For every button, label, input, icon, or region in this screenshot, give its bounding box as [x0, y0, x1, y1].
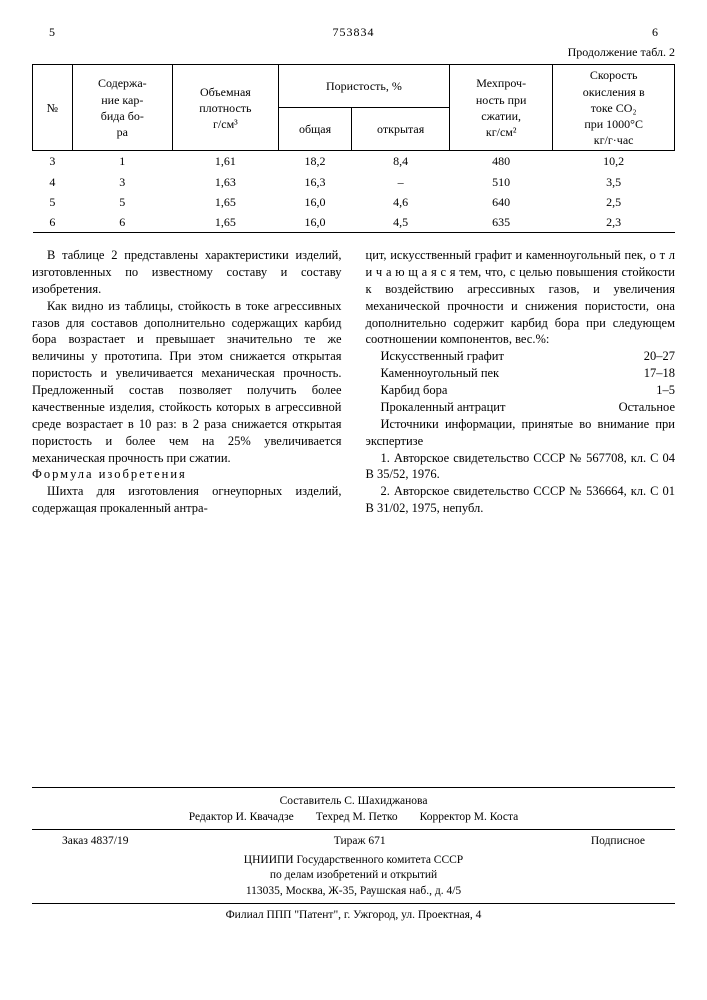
- techred: Техред М. Петко: [316, 810, 398, 826]
- component-row: Карбид бора 1–5: [381, 382, 676, 399]
- table-cell: 480: [450, 151, 553, 172]
- table-cell: 510: [450, 172, 553, 192]
- component-value: Остальное: [619, 399, 675, 416]
- component-name: Каменноугольный пек: [381, 365, 500, 382]
- table-cell: 10,2: [553, 151, 675, 172]
- table-cell: 5: [33, 192, 73, 212]
- imprint-footer: Составитель С. Шахиджанова Редактор И. К…: [32, 787, 675, 924]
- table-cell: 6: [72, 212, 172, 233]
- component-name: Прокаленный антрацит: [381, 399, 506, 416]
- table-cell: 5: [72, 192, 172, 212]
- table-cell: 1,65: [172, 212, 278, 233]
- table-cell: 18,2: [278, 151, 351, 172]
- order-row: Заказ 4837/19 Тираж 671 Подписное: [32, 834, 675, 850]
- order-no: Заказ 4837/19: [62, 834, 129, 850]
- table-cell: 16,0: [278, 212, 351, 233]
- col-carbide: Содержа- ние кар- бида бо- ра: [72, 65, 172, 151]
- table-cell: 8,4: [352, 151, 450, 172]
- table-cell: 2,3: [553, 212, 675, 233]
- corrector: Корректор М. Коста: [420, 810, 519, 826]
- table-cell: 4,5: [352, 212, 450, 233]
- right-page-num: 6: [635, 24, 675, 40]
- component-value: 20–27: [644, 348, 675, 365]
- table-cell: 2,5: [553, 192, 675, 212]
- tirazh: Тираж 671: [334, 834, 386, 850]
- col-porosity: Пористость, %: [278, 65, 449, 108]
- col-strength: Мехпроч- ность при сжатии, кг/см²: [450, 65, 553, 151]
- table-cell: 1,61: [172, 151, 278, 172]
- component-row: Каменноугольный пек 17–18: [381, 365, 676, 382]
- sources-heading: Источники информации, принятые во вниман…: [366, 416, 676, 450]
- table-cell: 1,65: [172, 192, 278, 212]
- table-cell: 16,0: [278, 192, 351, 212]
- staff-row: Редактор И. Квачадзе Техред М. Петко Кор…: [32, 810, 675, 826]
- source-2: 2. Авторское свидетельство СССР № 536664…: [366, 483, 676, 517]
- table-cell: 3: [33, 151, 73, 172]
- compiler-line: Составитель С. Шахиджанова: [32, 794, 675, 810]
- table-cell: 3,5: [553, 172, 675, 192]
- component-value: 17–18: [644, 365, 675, 382]
- filial-line: Филиал ППП "Патент", г. Ужгород, ул. Про…: [32, 908, 675, 924]
- table-body: 311,6118,28,448010,2431,6316,3–5103,5551…: [33, 151, 675, 233]
- components-list: Искусственный графит20–27Каменноугольный…: [366, 348, 676, 416]
- source-1: 1. Авторское свидетельство СССР № 567708…: [366, 450, 676, 484]
- paragraph-claim-a: Шихта для изготовления огнеупорных издел…: [32, 483, 342, 517]
- paragraph-analysis: Как видно из таблицы, стойкость в токе а…: [32, 298, 342, 467]
- component-name: Искусственный графит: [381, 348, 504, 365]
- page-header: 5 753834 6: [32, 24, 675, 40]
- col-porosity-open: открытая: [352, 108, 450, 151]
- org-line-1: ЦНИИПИ Государственного комитета СССР: [32, 853, 675, 869]
- table-cell: 6: [33, 212, 73, 233]
- col-number: №: [33, 65, 73, 151]
- table-row: 551,6516,04,66402,5: [33, 192, 675, 212]
- table-cell: 1,63: [172, 172, 278, 192]
- table-row: 431,6316,3–5103,5: [33, 172, 675, 192]
- col-porosity-total: общая: [278, 108, 351, 151]
- component-row: Прокаленный антрацит Остальное: [381, 399, 676, 416]
- table-cell: 640: [450, 192, 553, 212]
- table-row: 661,6516,04,56352,3: [33, 212, 675, 233]
- formula-label: Формула изобретения: [32, 467, 187, 481]
- table-cell: 16,3: [278, 172, 351, 192]
- paragraph-claim-b: цит, искусственный графит и каменноуголь…: [366, 247, 676, 348]
- address-line: 113035, Москва, Ж-35, Раушская наб., д. …: [32, 884, 675, 900]
- table-cell: 4: [33, 172, 73, 192]
- properties-table: № Содержа- ние кар- бида бо- ра Объемная…: [32, 64, 675, 233]
- table-cell: 1: [72, 151, 172, 172]
- blank-space: [32, 517, 675, 777]
- table-cell: 3: [72, 172, 172, 192]
- doc-number: 753834: [72, 24, 635, 40]
- component-name: Карбид бора: [381, 382, 448, 399]
- podpisnoe: Подписное: [591, 834, 645, 850]
- col-density: Объемная плотность г/см³: [172, 65, 278, 151]
- editor: Редактор И. Квачадзе: [189, 810, 294, 826]
- table-continuation-label: Продолжение табл. 2: [32, 44, 675, 60]
- formula-heading: Формула изобретения: [32, 466, 342, 483]
- table-row: 311,6118,28,448010,2: [33, 151, 675, 172]
- body-columns: В таблице 2 представлены характеристики …: [32, 247, 675, 517]
- table-cell: 4,6: [352, 192, 450, 212]
- table-cell: –: [352, 172, 450, 192]
- paragraph-intro: В таблице 2 представлены характеристики …: [32, 247, 342, 298]
- component-value: 1–5: [656, 382, 675, 399]
- org-line-2: по делам изобретений и открытий: [32, 868, 675, 884]
- left-page-num: 5: [32, 24, 72, 40]
- col-oxidation: Скорость окисления в токе CO₂ при 1000°C…: [553, 65, 675, 151]
- table-cell: 635: [450, 212, 553, 233]
- component-row: Искусственный графит 20–27: [381, 348, 676, 365]
